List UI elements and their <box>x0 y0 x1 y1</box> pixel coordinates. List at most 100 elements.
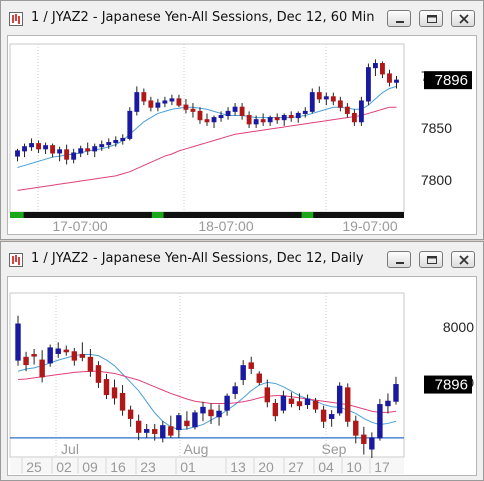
candle <box>256 371 262 386</box>
candle <box>246 111 252 128</box>
month-axis-label: Aug <box>184 441 209 457</box>
price-chart-daily[interactable]: 800079007896JulAugSep2502091623011320270… <box>8 277 476 475</box>
current-price-box <box>424 375 472 394</box>
close-button[interactable] <box>451 251 475 268</box>
candle <box>119 385 126 416</box>
candle <box>288 392 295 408</box>
candle <box>200 401 206 422</box>
candle-body <box>134 92 140 112</box>
candle-body <box>152 429 158 434</box>
candle-body <box>71 351 78 361</box>
candle <box>23 351 29 372</box>
candle <box>336 382 343 416</box>
candle-body <box>344 106 350 114</box>
candle <box>225 107 231 120</box>
candle-body <box>232 386 238 394</box>
candle <box>22 143 27 158</box>
minimize-button[interactable] <box>387 10 411 27</box>
candle <box>216 404 222 426</box>
candle <box>304 394 311 409</box>
candle-body <box>253 119 259 125</box>
candle-body <box>337 100 343 108</box>
close-button[interactable] <box>451 10 475 27</box>
candle-body <box>208 409 214 417</box>
restore-button[interactable] <box>419 251 443 268</box>
candle-body <box>148 100 154 108</box>
candle <box>113 136 119 147</box>
candle <box>344 103 350 118</box>
chart-pane[interactable]: 800079007896JulAugSep2502091623011320270… <box>7 276 477 476</box>
restore-button[interactable] <box>419 10 443 27</box>
minimize-button[interactable] <box>387 251 411 268</box>
candle-body <box>99 144 105 148</box>
candle-body <box>369 437 375 450</box>
candle <box>169 94 175 106</box>
chart-window-60min[interactable]: 1 / JYAZ2 - Japanese Yen-All Sessions, D… <box>0 0 484 240</box>
time-axis-label: 17-07:00 <box>52 218 107 234</box>
candle <box>168 415 174 438</box>
candle-body <box>316 92 322 100</box>
candle-body <box>380 63 385 75</box>
candle-body <box>260 119 266 123</box>
candle-body <box>169 98 175 102</box>
candle-body <box>95 365 102 383</box>
current-price-box <box>424 71 472 90</box>
candle-body <box>320 409 327 422</box>
candle <box>211 115 217 128</box>
candle-body <box>302 110 308 114</box>
candle <box>55 342 61 358</box>
candle-body <box>113 139 119 144</box>
candle-body <box>373 63 378 69</box>
candle <box>197 107 203 124</box>
date-axis-label: 23 <box>140 459 156 475</box>
candle <box>373 59 378 76</box>
chart-window-daily[interactable]: 1 / JYAZ2 - Japanese Yen-All Sessions, D… <box>0 241 484 481</box>
candle <box>120 134 126 145</box>
candle <box>224 393 230 416</box>
candle-body <box>168 426 174 436</box>
candle <box>281 113 287 126</box>
candle-body <box>36 143 41 150</box>
minimize-icon <box>396 262 404 264</box>
candle-body <box>176 415 182 431</box>
candle <box>143 424 150 438</box>
candle <box>264 379 271 408</box>
candle-body <box>248 362 254 369</box>
candle-body <box>57 149 63 154</box>
candle-body <box>393 384 399 402</box>
candle <box>351 109 357 126</box>
candle-body <box>120 137 126 141</box>
chart-window-icon <box>9 12 23 26</box>
date-axis-label: 16 <box>110 459 126 475</box>
candle <box>15 315 21 366</box>
date-axis-label: 09 <box>82 459 98 475</box>
session-segment <box>151 212 164 218</box>
month-axis-label: Sep <box>322 441 347 457</box>
titlebar[interactable]: 1 / JYAZ2 - Japanese Yen-All Sessions, D… <box>1 242 483 276</box>
candle-body <box>63 349 69 353</box>
candle <box>328 410 335 427</box>
candle-body <box>246 115 252 125</box>
candle-body <box>394 79 399 83</box>
candle-body <box>323 96 329 100</box>
candle <box>365 63 371 106</box>
candle <box>248 356 254 374</box>
candle-body <box>15 150 20 157</box>
candle <box>15 148 20 162</box>
candle-body <box>197 110 203 121</box>
candle-body <box>192 412 198 428</box>
candle-body <box>29 143 34 148</box>
candle <box>29 138 34 151</box>
candle <box>385 393 391 414</box>
candle <box>176 412 182 438</box>
candle-body <box>119 392 126 411</box>
candle-body <box>361 434 367 444</box>
candle-body <box>106 142 112 146</box>
candle <box>111 379 118 405</box>
titlebar[interactable]: 1 / JYAZ2 - Japanese Yen-All Sessions, D… <box>1 1 483 35</box>
candle-body <box>345 387 351 422</box>
candle-body <box>304 398 311 406</box>
candle <box>50 143 56 158</box>
